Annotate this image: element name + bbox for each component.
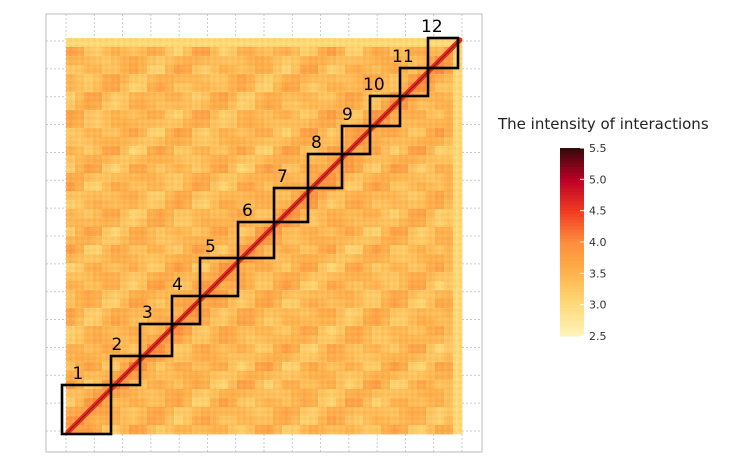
colorbar-tick-label: 4.0 xyxy=(589,236,607,249)
colorbar-step xyxy=(560,195,584,199)
colorbar-step xyxy=(560,242,584,246)
colorbar-step xyxy=(560,216,584,221)
colorbar-step xyxy=(560,157,584,162)
colorbar-step xyxy=(560,201,584,205)
colorbar-tick-label: 3.5 xyxy=(589,267,607,280)
colorbar-step xyxy=(560,207,584,212)
colorbar-step xyxy=(560,160,584,165)
colorbar-step xyxy=(560,320,584,324)
colorbar-step xyxy=(560,317,584,321)
colorbar-step xyxy=(560,163,584,168)
diagonal-band xyxy=(65,37,463,435)
colorbar-step xyxy=(560,263,584,268)
domain-label-4: 4 xyxy=(172,275,183,295)
colorbar-step xyxy=(560,276,584,281)
colorbar-tick-label: 5.5 xyxy=(589,142,607,155)
domain-box-11 xyxy=(398,66,430,98)
colorbar-step xyxy=(560,270,584,274)
colorbar-step xyxy=(560,179,584,183)
colorbar-step xyxy=(560,323,584,328)
heatmap-cells xyxy=(66,38,463,435)
domain-label-5: 5 xyxy=(205,237,216,257)
colorbar-step xyxy=(560,307,584,312)
colorbar-step xyxy=(560,220,584,224)
colorbar-step xyxy=(560,254,584,259)
colorbar-step xyxy=(560,298,584,303)
colorbar-step xyxy=(560,295,584,299)
colorbar-step xyxy=(560,151,584,155)
domain-label-10: 10 xyxy=(363,75,385,95)
domain-label-3: 3 xyxy=(142,303,153,323)
colorbar-step xyxy=(560,326,584,331)
colorbar-step xyxy=(560,304,584,309)
colorbar-step xyxy=(560,188,584,193)
colorbar-step xyxy=(560,329,584,334)
colorbar-step xyxy=(560,223,584,227)
legend-title: The intensity of interactions xyxy=(498,115,709,133)
colorbar-legend: 2.5 3.0 3.5 4.0 4.5 5.0 5.5 xyxy=(560,142,607,343)
colorbar-step xyxy=(560,260,584,265)
domain-label-7: 7 xyxy=(277,167,288,187)
colorbar-step xyxy=(560,229,584,234)
colorbar-step xyxy=(560,210,584,215)
colorbar-step xyxy=(560,257,584,262)
colorbar-tick-label: 4.5 xyxy=(589,205,607,218)
colorbar-step xyxy=(560,232,584,237)
domain-label-6: 6 xyxy=(242,201,253,221)
colorbar-step xyxy=(560,282,584,287)
colorbar-tick-label: 3.0 xyxy=(589,299,607,312)
colorbar-step xyxy=(560,226,584,230)
colorbar-step xyxy=(560,198,584,202)
domain-label-11: 11 xyxy=(392,47,414,67)
colorbar-step xyxy=(560,169,584,174)
colorbar-step xyxy=(560,235,584,240)
colorbar-tick-label: 2.5 xyxy=(589,330,607,343)
colorbar-step xyxy=(560,273,584,277)
colorbar-step xyxy=(560,248,584,252)
colorbar-step xyxy=(560,176,584,180)
colorbar-step xyxy=(560,238,584,243)
domain-label-12: 12 xyxy=(421,17,443,37)
domain-box-3 xyxy=(138,322,174,358)
domain-box-2 xyxy=(109,354,142,387)
colorbar-step xyxy=(560,301,584,306)
domain-box-1 xyxy=(60,383,113,436)
domain-label-8: 8 xyxy=(311,133,322,153)
domain-box-9 xyxy=(340,124,372,156)
colorbar-step xyxy=(560,332,584,337)
colorbar-step xyxy=(560,166,584,171)
colorbar-step xyxy=(560,310,584,315)
diagonal-core xyxy=(67,39,461,433)
domain-box-6 xyxy=(236,220,276,260)
colorbar-step xyxy=(560,154,584,158)
colorbar-step xyxy=(560,182,584,187)
colorbar-step xyxy=(560,245,584,249)
domain-box-7 xyxy=(272,186,310,224)
colorbar-step xyxy=(560,185,584,190)
colorbar-step xyxy=(560,267,584,271)
colorbar-step xyxy=(560,279,584,284)
colorbar-step xyxy=(560,148,584,152)
colorbar-step xyxy=(560,213,584,218)
colorbar-step xyxy=(560,251,584,256)
domain-box-5 xyxy=(198,256,240,298)
domain-box-10 xyxy=(368,94,402,128)
colorbar-step xyxy=(560,285,584,290)
domain-label-2: 2 xyxy=(112,335,123,355)
domain-box-4 xyxy=(170,294,202,326)
colorbar-step xyxy=(560,191,584,196)
colorbar-step xyxy=(560,314,584,318)
domain-box-8 xyxy=(306,152,344,190)
colorbar-step xyxy=(560,204,584,209)
colorbar-tick-label: 5.0 xyxy=(589,173,607,186)
colorbar-step xyxy=(560,292,584,296)
colorbar-step xyxy=(560,173,584,177)
domain-label-9: 9 xyxy=(342,105,353,125)
domain-label-1: 1 xyxy=(73,364,84,384)
colorbar-step xyxy=(560,289,584,293)
domain-box-12 xyxy=(426,36,460,70)
